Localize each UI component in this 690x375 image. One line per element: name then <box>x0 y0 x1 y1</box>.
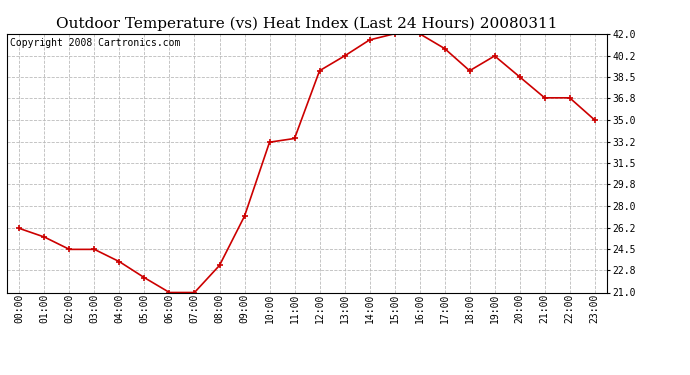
Title: Outdoor Temperature (vs) Heat Index (Last 24 Hours) 20080311: Outdoor Temperature (vs) Heat Index (Las… <box>57 17 558 31</box>
Text: Copyright 2008 Cartronics.com: Copyright 2008 Cartronics.com <box>10 38 180 48</box>
